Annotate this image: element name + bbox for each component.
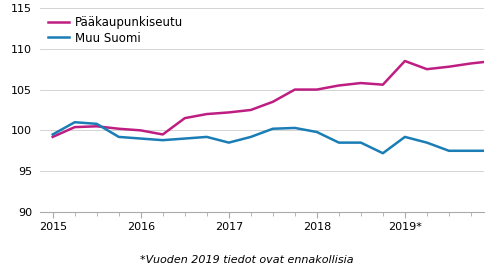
Pääkaupunkiseutu xyxy=(50,135,56,139)
Muu Suomi xyxy=(94,122,100,125)
Pääkaupunkiseutu xyxy=(424,68,430,71)
Pääkaupunkiseutu xyxy=(116,127,122,130)
Muu Suomi xyxy=(138,137,144,140)
Pääkaupunkiseutu xyxy=(380,83,386,86)
Muu Suomi xyxy=(292,126,298,130)
Pääkaupunkiseutu xyxy=(292,88,298,91)
Pääkaupunkiseutu xyxy=(226,111,232,114)
Muu Suomi xyxy=(116,135,122,139)
Muu Suomi xyxy=(358,141,364,144)
Muu Suomi xyxy=(336,141,342,144)
Muu Suomi xyxy=(204,135,210,139)
Pääkaupunkiseutu xyxy=(336,84,342,87)
Muu Suomi xyxy=(380,152,386,155)
Text: *Vuoden 2019 tiedot ovat ennakollisia: *Vuoden 2019 tiedot ovat ennakollisia xyxy=(140,255,354,265)
Muu Suomi xyxy=(314,130,320,134)
Pääkaupunkiseutu xyxy=(94,125,100,128)
Pääkaupunkiseutu xyxy=(490,59,494,63)
Pääkaupunkiseutu xyxy=(402,59,408,63)
Pääkaupunkiseutu xyxy=(248,108,254,112)
Muu Suomi xyxy=(248,135,254,139)
Muu Suomi xyxy=(50,133,56,136)
Pääkaupunkiseutu xyxy=(358,81,364,85)
Muu Suomi xyxy=(226,141,232,144)
Line: Pääkaupunkiseutu: Pääkaupunkiseutu xyxy=(53,41,494,137)
Muu Suomi xyxy=(72,121,78,124)
Muu Suomi xyxy=(424,141,430,144)
Pääkaupunkiseutu xyxy=(204,112,210,116)
Pääkaupunkiseutu xyxy=(138,129,144,132)
Pääkaupunkiseutu xyxy=(182,117,188,120)
Muu Suomi xyxy=(402,135,408,139)
Muu Suomi xyxy=(468,149,474,152)
Muu Suomi xyxy=(490,149,494,152)
Muu Suomi xyxy=(270,127,276,130)
Pääkaupunkiseutu xyxy=(160,133,166,136)
Pääkaupunkiseutu xyxy=(72,126,78,129)
Muu Suomi xyxy=(182,137,188,140)
Pääkaupunkiseutu xyxy=(446,65,452,68)
Muu Suomi xyxy=(446,149,452,152)
Pääkaupunkiseutu xyxy=(270,100,276,103)
Line: Muu Suomi: Muu Suomi xyxy=(53,122,494,167)
Muu Suomi xyxy=(160,139,166,142)
Pääkaupunkiseutu xyxy=(314,88,320,91)
Pääkaupunkiseutu xyxy=(468,62,474,65)
Legend: Pääkaupunkiseutu, Muu Suomi: Pääkaupunkiseutu, Muu Suomi xyxy=(45,14,186,47)
